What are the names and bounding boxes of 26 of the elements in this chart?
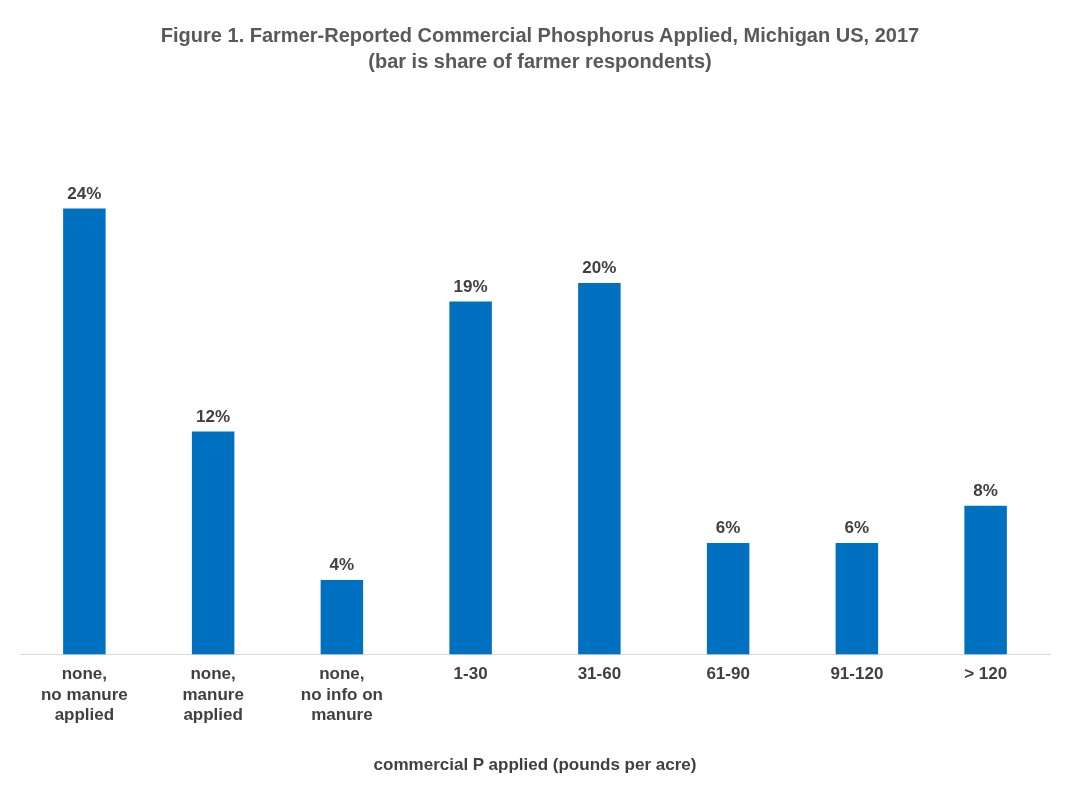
- data-label: 20%: [582, 258, 617, 278]
- bar: [706, 542, 750, 655]
- x-tick-label: 31-60: [577, 664, 622, 684]
- chart-title: Figure 1. Farmer-Reported Commercial Phosphorus Applied, Michigan US, 2017 (bar is share of farmer respondents): [159, 23, 921, 74]
- data-label: 24%: [67, 183, 102, 203]
- data-label: 6%: [844, 518, 870, 538]
- x-tick-label: none, no manure applied: [40, 664, 128, 725]
- data-label: 8%: [973, 480, 998, 500]
- bar: [964, 505, 1007, 655]
- x-tick-label: none, no info on manure: [300, 664, 383, 725]
- x-tick-label: 91-120: [830, 664, 884, 684]
- data-label: 12%: [196, 406, 231, 426]
- x-axis-title: commercial P applied (pounds per acre): [373, 755, 697, 775]
- x-tick-label: 61-90: [706, 664, 750, 684]
- bar: [320, 580, 364, 655]
- x-tick-label: 1-30: [453, 664, 488, 684]
- bar: [835, 542, 879, 655]
- data-label: 4%: [329, 555, 355, 575]
- x-tick-label: none, manure applied: [182, 664, 244, 725]
- data-label: 6%: [715, 518, 741, 538]
- bar: [449, 301, 492, 655]
- x-tick-label: > 120: [964, 664, 1008, 684]
- bar: [578, 282, 621, 655]
- bar: [63, 208, 106, 655]
- data-label: 19%: [453, 276, 488, 296]
- bar: [191, 431, 235, 655]
